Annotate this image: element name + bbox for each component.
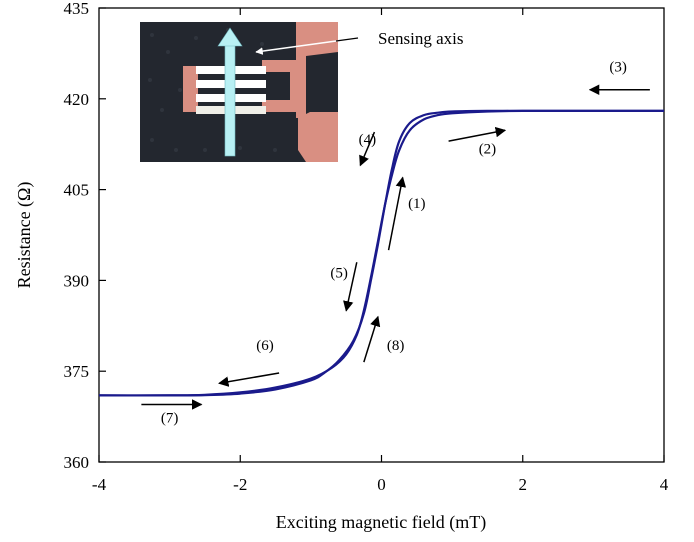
tick-labels: -4 -2 0 2 4 360 375 390 405 420 435 <box>64 0 669 494</box>
y-tick-label: 390 <box>64 271 90 290</box>
y-axis-title: Resistance (Ω) <box>14 182 35 289</box>
sweep-step-label: (7) <box>161 411 179 427</box>
direction-arrow <box>387 176 407 251</box>
series-layer <box>98 109 664 397</box>
direction-arrow <box>363 315 381 363</box>
direction-arrow <box>448 126 507 142</box>
sweep-step-label: (8) <box>387 338 405 354</box>
tick-marks <box>98 7 665 463</box>
sweep-step-label: (3) <box>609 60 627 76</box>
y-tick-label: 360 <box>64 453 90 472</box>
sweep-step-label: (2) <box>479 141 497 157</box>
y-tick-label: 375 <box>64 362 90 381</box>
sweep-step-label: (5) <box>330 265 348 281</box>
sweep-step-label: (4) <box>359 132 377 148</box>
x-axis-title: Exciting magnetic field (mT) <box>276 512 486 533</box>
sensing-axis-label: Sensing axis <box>378 29 463 48</box>
x-tick-label: 0 <box>377 475 386 494</box>
sweep-step-label: (6) <box>256 338 274 354</box>
x-tick-label: -4 <box>92 475 107 494</box>
arrow-layer <box>141 84 650 410</box>
direction-arrow <box>359 131 376 167</box>
y-tick-label: 420 <box>64 90 90 109</box>
direction-arrow <box>218 372 280 387</box>
x-tick-label: 4 <box>660 475 669 494</box>
series-line-2 <box>98 109 664 397</box>
x-tick-label: 2 <box>519 475 528 494</box>
sweep-step-label: (1) <box>408 196 426 212</box>
sensor-photo-inset <box>140 22 338 162</box>
x-tick-label: -2 <box>233 475 247 494</box>
y-tick-label: 435 <box>64 0 90 18</box>
y-tick-label: 405 <box>64 181 90 200</box>
annotation-layer: (1) (2) (3) (4) (5) (6) (7) (8) <box>161 60 627 427</box>
direction-arrow <box>343 262 358 312</box>
